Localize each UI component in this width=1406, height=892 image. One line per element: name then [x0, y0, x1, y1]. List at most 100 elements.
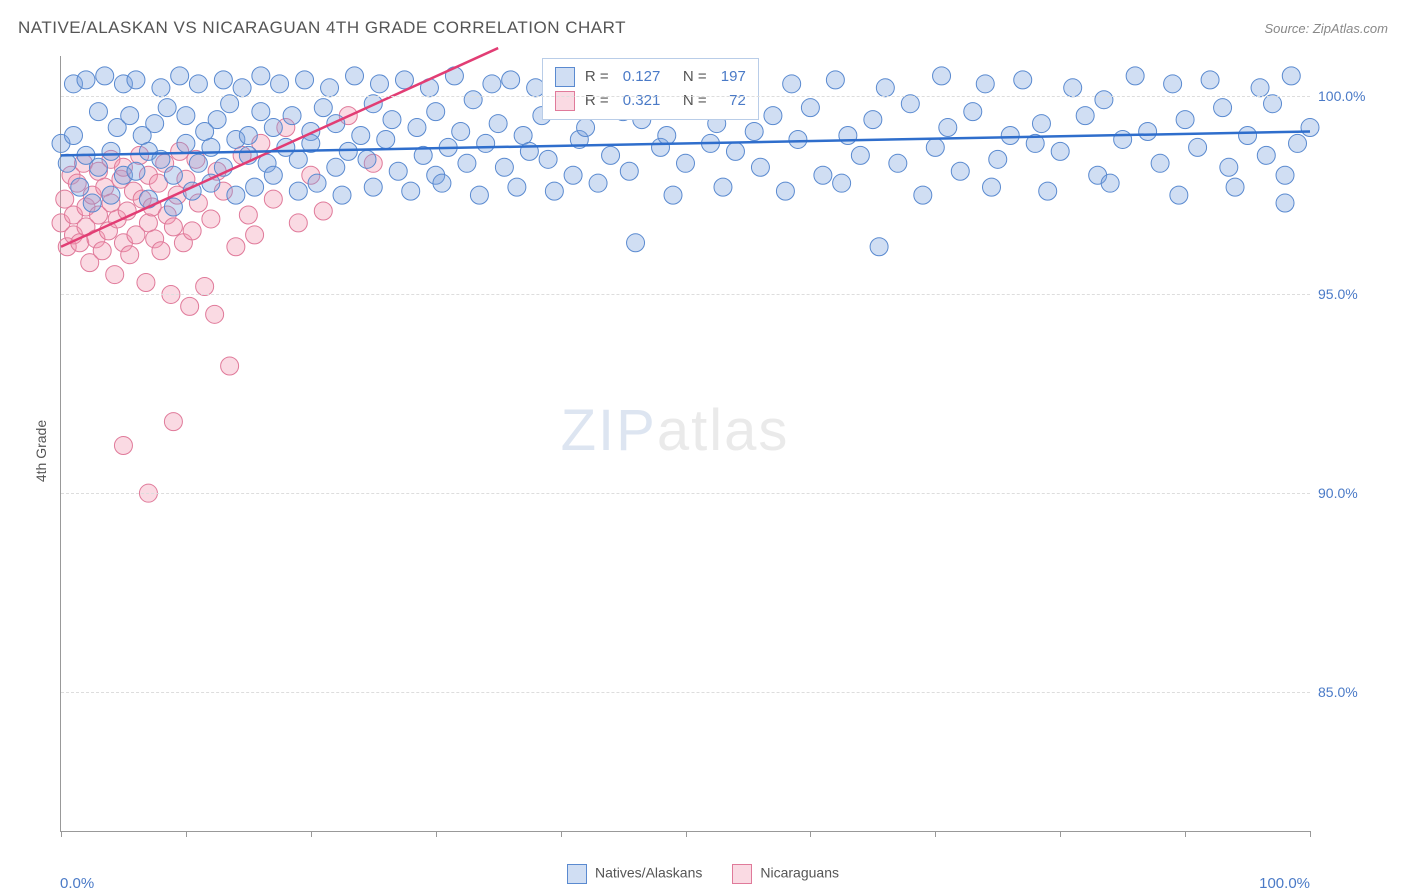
x-tick: [810, 831, 811, 837]
gridline-h: [61, 294, 1310, 295]
scatter-point-blue: [252, 67, 270, 85]
legend: Natives/Alaskans Nicaraguans: [0, 864, 1406, 884]
stat-r-label: R =: [585, 89, 613, 113]
scatter-point-pink: [196, 278, 214, 296]
stat-r-value: 0.321: [623, 89, 661, 113]
scatter-point-blue: [239, 126, 257, 144]
scatter-point-blue: [751, 158, 769, 176]
scatter-point-blue: [152, 79, 170, 97]
scatter-point-blue: [283, 107, 301, 125]
scatter-point-blue: [1039, 182, 1057, 200]
scatter-point-blue: [1201, 71, 1219, 89]
scatter-point-blue: [1257, 146, 1275, 164]
source-prefix: Source:: [1264, 21, 1312, 36]
scatter-point-blue: [1220, 158, 1238, 176]
scatter-point-blue: [545, 182, 563, 200]
scatter-point-blue: [89, 103, 107, 121]
chart-area: 4th Grade R = 0.127 N = 197R = 0.321 N =…: [18, 50, 1392, 852]
scatter-point-pink: [289, 214, 307, 232]
scatter-point-blue: [989, 150, 1007, 168]
scatter-point-pink: [137, 274, 155, 292]
scatter-point-blue: [377, 130, 395, 148]
scatter-point-pink: [314, 202, 332, 220]
scatter-point-blue: [158, 99, 176, 117]
scatter-point-blue: [839, 126, 857, 144]
scatter-point-blue: [851, 146, 869, 164]
scatter-point-blue: [1095, 91, 1113, 109]
stat-n-label: N =: [670, 89, 710, 113]
scatter-point-pink: [93, 242, 111, 260]
y-tick-label: 90.0%: [1318, 485, 1388, 501]
scatter-point-blue: [96, 67, 114, 85]
y-tick-label: 85.0%: [1318, 684, 1388, 700]
scatter-point-blue: [389, 162, 407, 180]
scatter-point-blue: [339, 142, 357, 160]
x-tick: [1185, 831, 1186, 837]
y-axis-label: 4th Grade: [33, 420, 49, 482]
legend-swatch-blue: [567, 864, 587, 884]
scatter-point-blue: [177, 107, 195, 125]
y-tick-label: 95.0%: [1318, 286, 1388, 302]
scatter-point-blue: [677, 154, 695, 172]
scatter-point-blue: [1151, 154, 1169, 172]
scatter-point-blue: [508, 178, 526, 196]
scatter-point-blue: [627, 234, 645, 252]
scatter-point-blue: [864, 111, 882, 129]
scatter-point-blue: [483, 75, 501, 93]
gridline-h: [61, 493, 1310, 494]
scatter-point-blue: [308, 174, 326, 192]
scatter-point-blue: [246, 178, 264, 196]
scatter-point-blue: [352, 126, 370, 144]
scatter-point-blue: [901, 95, 919, 113]
scatter-point-blue: [171, 67, 189, 85]
scatter-point-blue: [1276, 194, 1294, 212]
scatter-point-blue: [602, 146, 620, 164]
chart-header: NATIVE/ALASKAN VS NICARAGUAN 4TH GRADE C…: [18, 18, 1388, 38]
scatter-point-blue: [233, 79, 251, 97]
scatter-point-blue: [714, 178, 732, 196]
scatter-point-blue: [64, 126, 82, 144]
scatter-point-pink: [221, 357, 239, 375]
scatter-point-blue: [1051, 142, 1069, 160]
scatter-point-blue: [914, 186, 932, 204]
x-tick: [1060, 831, 1061, 837]
scatter-point-pink: [114, 436, 132, 454]
source-name: ZipAtlas.com: [1313, 21, 1388, 36]
scatter-point-blue: [221, 95, 239, 113]
scatter-point-blue: [1251, 79, 1269, 97]
scatter-point-blue: [370, 75, 388, 93]
scatter-point-blue: [458, 154, 476, 172]
scatter-point-blue: [1176, 111, 1194, 129]
x-tick: [561, 831, 562, 837]
scatter-point-blue: [89, 158, 107, 176]
stat-r-label: R =: [585, 65, 613, 89]
scatter-point-blue: [127, 162, 145, 180]
scatter-point-blue: [358, 150, 376, 168]
scatter-point-blue: [264, 166, 282, 184]
scatter-point-pink: [152, 242, 170, 260]
scatter-point-blue: [664, 186, 682, 204]
legend-label-blue: Natives/Alaskans: [595, 865, 702, 881]
legend-swatch-pink: [732, 864, 752, 884]
scatter-point-blue: [1032, 115, 1050, 133]
scatter-point-blue: [189, 75, 207, 93]
scatter-point-blue: [452, 123, 470, 141]
scatter-point-blue: [208, 111, 226, 129]
scatter-point-blue: [489, 115, 507, 133]
x-tick: [186, 831, 187, 837]
scatter-point-blue: [1214, 99, 1232, 117]
scatter-point-blue: [1101, 174, 1119, 192]
x-tick: [1310, 831, 1311, 837]
scatter-point-pink: [264, 190, 282, 208]
stat-row-pink: R = 0.321 N = 72: [555, 89, 746, 113]
chart-title: NATIVE/ALASKAN VS NICARAGUAN 4TH GRADE C…: [18, 18, 626, 38]
correlation-stat-box: R = 0.127 N = 197R = 0.321 N = 72: [542, 58, 759, 120]
scatter-point-pink: [183, 222, 201, 240]
scatter-point-blue: [789, 130, 807, 148]
y-tick-label: 100.0%: [1318, 88, 1388, 104]
scatter-point-pink: [202, 210, 220, 228]
stat-swatch-blue: [555, 67, 575, 87]
legend-item-pink: Nicaraguans: [732, 864, 839, 884]
scatter-point-blue: [776, 182, 794, 200]
scatter-point-blue: [833, 174, 851, 192]
